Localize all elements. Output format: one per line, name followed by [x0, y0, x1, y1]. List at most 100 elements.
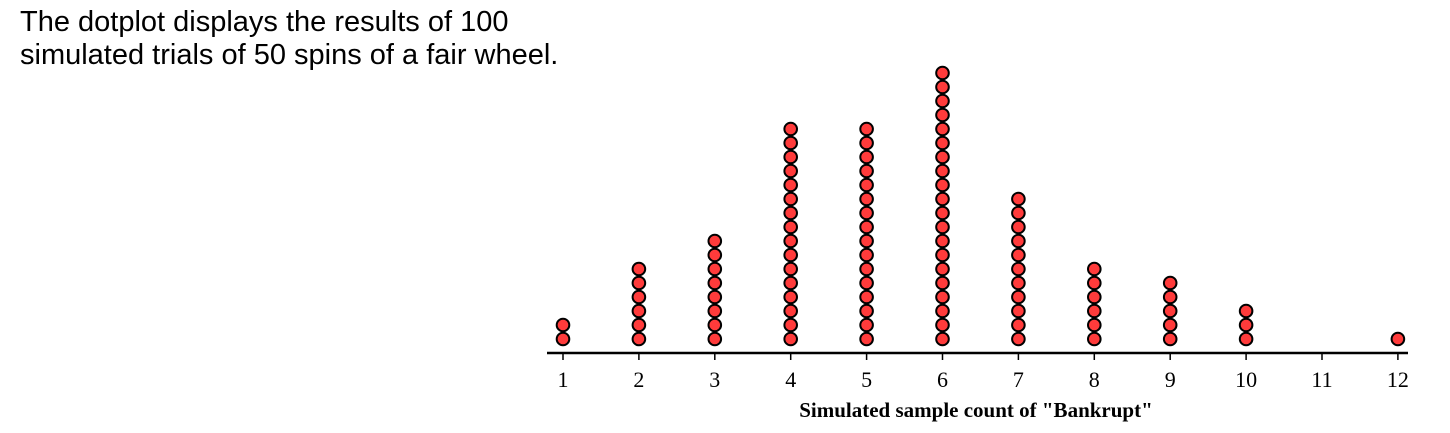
caption-line-2: simulated trials of 50 spins of a fair w… [20, 39, 559, 71]
data-dot [859, 331, 874, 347]
data-dot [935, 177, 950, 193]
data-dot [859, 289, 874, 305]
data-dot [859, 135, 874, 151]
data-dot [935, 65, 950, 81]
data-dot [783, 303, 799, 319]
data-dot [783, 121, 799, 137]
x-tick-label: 12 [1387, 367, 1409, 392]
data-dot [859, 233, 874, 249]
data-dot [555, 331, 571, 347]
x-tick-label: 3 [709, 367, 720, 392]
data-dot [1087, 289, 1102, 305]
x-tick-label: 2 [633, 367, 644, 392]
data-dot [935, 107, 950, 123]
data-dot [935, 121, 950, 137]
data-dot [935, 331, 950, 347]
data-dot [935, 275, 950, 291]
data-dot [783, 135, 799, 151]
data-dot [783, 261, 799, 277]
data-dot [707, 275, 723, 291]
data-dot [859, 191, 874, 207]
x-tick-label: 7 [1013, 367, 1024, 392]
data-dot [1162, 317, 1178, 333]
data-dot [935, 289, 950, 305]
data-dot [1087, 275, 1102, 291]
data-dot [783, 233, 799, 249]
x-axis: 1 2 3 4 5 6 7 8 9 10 11 12 [547, 351, 1409, 392]
x-tick-label: 4 [785, 367, 796, 392]
data-dot [631, 317, 647, 333]
data-dot [1011, 205, 1026, 221]
data-dot [859, 275, 874, 291]
data-dot [935, 205, 950, 221]
data-dot [1011, 191, 1026, 207]
data-dot [631, 331, 647, 347]
data-dot [1011, 303, 1026, 319]
data-dot [1087, 317, 1102, 333]
data-dot [859, 261, 874, 277]
data-dot [935, 219, 950, 235]
data-dot [859, 219, 874, 235]
data-dot [707, 247, 723, 263]
x-tick-label: 11 [1311, 367, 1332, 392]
data-dot [631, 275, 647, 291]
data-dot [935, 135, 950, 151]
data-dot [1011, 317, 1026, 333]
data-dot [935, 233, 950, 249]
x-tick-label: 5 [861, 367, 872, 392]
data-dot [1238, 303, 1254, 319]
data-dot [1162, 331, 1178, 347]
data-dot [1011, 289, 1026, 305]
data-dot [935, 191, 950, 207]
data-dot [859, 317, 874, 333]
x-tick-label: 8 [1089, 367, 1100, 392]
x-tick-label: 6 [937, 367, 948, 392]
data-dot [1162, 303, 1178, 319]
data-dot [859, 149, 874, 165]
data-dot [935, 317, 950, 333]
data-dot [631, 261, 647, 277]
x-tick-label: 9 [1165, 367, 1176, 392]
data-dot [1011, 219, 1026, 235]
data-dot [1087, 303, 1102, 319]
chart-caption: The dotplot displays the results of 100 … [20, 6, 640, 72]
data-dot [783, 177, 799, 193]
caption-line-1: The dotplot displays the results of 100 [20, 6, 509, 38]
data-dot [707, 317, 723, 333]
data-dot [1162, 275, 1178, 291]
data-dot [859, 205, 874, 221]
data-dot [1087, 261, 1102, 277]
data-dot [1011, 233, 1026, 249]
data-dot [1011, 261, 1026, 277]
data-dot [935, 79, 950, 95]
data-dot [707, 331, 723, 347]
dot-layer [555, 65, 1406, 347]
x-tick-label: 10 [1235, 367, 1257, 392]
data-dot [783, 317, 799, 333]
data-dot [935, 261, 950, 277]
data-dot [1162, 289, 1178, 305]
data-dot [859, 247, 874, 263]
data-dot [859, 177, 874, 193]
data-dot [1238, 317, 1254, 333]
data-dot [935, 247, 950, 263]
data-dot [631, 303, 647, 319]
data-dot [935, 149, 950, 165]
data-dot [935, 163, 950, 179]
data-dot [1238, 331, 1254, 347]
data-dot [783, 289, 799, 305]
data-dot [783, 219, 799, 235]
data-dot [707, 289, 723, 305]
data-dot [1390, 331, 1406, 347]
data-dot [707, 233, 723, 249]
data-dot [631, 289, 647, 305]
data-dot [783, 163, 799, 179]
data-dot [859, 121, 874, 137]
data-dot [783, 331, 799, 347]
data-dot [935, 303, 950, 319]
data-dot [555, 317, 571, 333]
data-dot [859, 303, 874, 319]
data-dot [707, 261, 723, 277]
data-dot [935, 93, 950, 109]
